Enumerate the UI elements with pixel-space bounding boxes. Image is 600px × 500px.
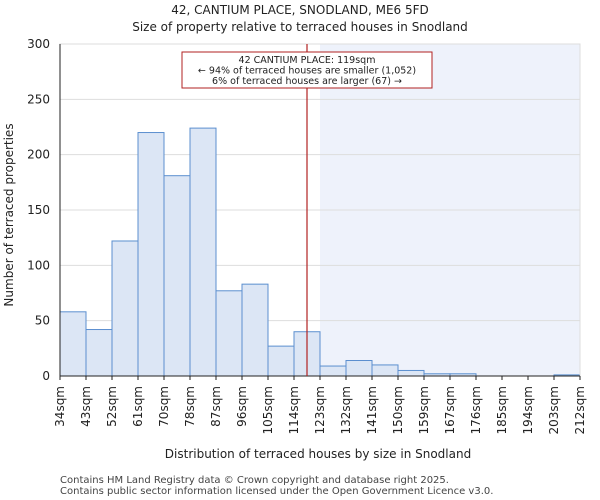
x-tick-label: 78sqm xyxy=(183,386,197,427)
histogram-bar xyxy=(215,290,243,377)
x-tick-label: 96sqm xyxy=(235,386,249,427)
x-tick-label: 52sqm xyxy=(105,386,119,427)
x-tick-label: 167sqm xyxy=(443,386,457,434)
x-tick-label: 34sqm xyxy=(53,386,67,427)
x-tick-label: 176sqm xyxy=(469,386,483,434)
annotation-line: ← 94% of terraced houses are smaller (1,… xyxy=(198,66,416,77)
y-tick-label: 200 xyxy=(27,148,50,162)
annotation-line: 42 CANTIUM PLACE: 119sqm xyxy=(239,55,376,66)
x-tick-label: 114sqm xyxy=(287,386,301,434)
x-tick-label: 150sqm xyxy=(391,386,405,434)
x-tick-label: 212sqm xyxy=(573,386,587,434)
x-tick-label: 132sqm xyxy=(339,386,353,434)
x-tick-label: 87sqm xyxy=(209,386,223,427)
histogram-bar xyxy=(85,329,113,377)
annotation-box xyxy=(181,51,433,89)
histogram-bar xyxy=(111,240,139,377)
y-tick-label: 50 xyxy=(35,314,50,328)
histogram-bar xyxy=(319,365,347,377)
x-tick-label: 141sqm xyxy=(365,386,379,434)
histogram-bar xyxy=(267,345,295,377)
annotation-line: 6% of terraced houses are larger (67) → xyxy=(212,76,402,87)
x-tick-label: 70sqm xyxy=(157,386,171,427)
histogram-bar xyxy=(371,364,399,377)
x-tick-label: 194sqm xyxy=(521,386,535,434)
y-tick-label: 100 xyxy=(27,258,50,272)
y-tick-label: 150 xyxy=(27,203,50,217)
histogram-bar xyxy=(345,360,373,377)
x-axis-label: Distribution of terraced houses by size … xyxy=(165,447,471,461)
y-tick-label: 250 xyxy=(27,92,50,106)
x-tick-label: 203sqm xyxy=(547,386,561,434)
chart-title-line2: Size of property relative to terraced ho… xyxy=(132,20,468,34)
footer-line1: Contains HM Land Registry data © Crown c… xyxy=(60,475,449,486)
x-tick-label: 43sqm xyxy=(79,386,93,427)
histogram-bar xyxy=(397,369,425,377)
x-tick-label: 123sqm xyxy=(313,386,327,434)
footer-line2: Contains public sector information licen… xyxy=(60,486,493,497)
histogram-bar xyxy=(189,127,217,377)
histogram-bar xyxy=(241,283,269,377)
histogram-bar xyxy=(59,311,87,377)
x-tick-label: 105sqm xyxy=(261,386,275,434)
plot-area: 0 50 100 150 200 250 300 34sqm 43sqm 52sqm 61sqm 70… xyxy=(27,37,587,434)
x-tick-label: 185sqm xyxy=(495,386,509,434)
y-tick-label: 300 xyxy=(27,37,50,51)
histogram-bar xyxy=(163,175,191,377)
chart-title-line1: 42, CANTIUM PLACE, SNODLAND, ME6 5FD xyxy=(171,3,429,17)
x-tick-label: 61sqm xyxy=(131,386,145,427)
histogram-bar xyxy=(137,132,165,377)
y-tick-label: 0 xyxy=(42,369,50,383)
x-tick-label: 159sqm xyxy=(417,386,431,434)
y-axis-label: Number of terraced properties xyxy=(2,123,16,306)
